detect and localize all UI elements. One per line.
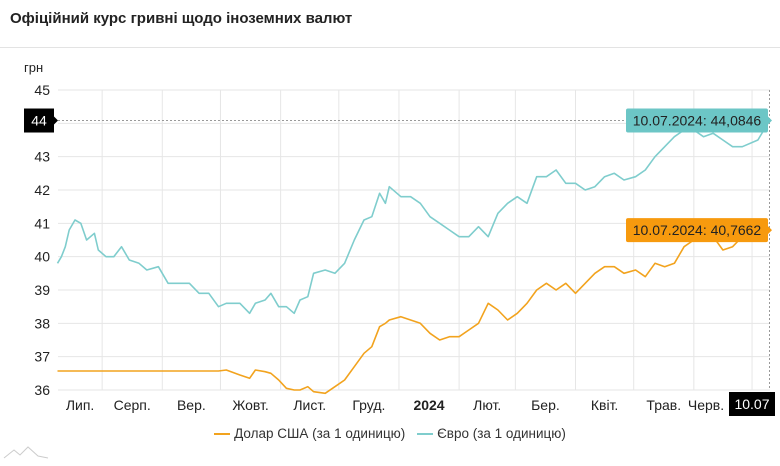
y-tick-label: 38: [34, 315, 50, 331]
x-tick-label: Жовт.: [232, 397, 268, 413]
tooltip-eur-pointer: [768, 116, 772, 125]
crosshair-y-label: 44: [31, 113, 47, 129]
y-tick-label: 45: [34, 82, 50, 98]
x-tick-label: Серп.: [114, 397, 151, 413]
eur-swatch: [417, 433, 434, 436]
y-ticks: 36 37 38 39 40 41 42 43 45: [34, 82, 50, 398]
x-tick-label: Бер.: [531, 397, 560, 413]
legend-item-eur[interactable]: Євро (за 1 одиницю): [417, 426, 566, 441]
tooltip-usd-text: 10.07.2024: 40,7662: [633, 222, 762, 238]
crosshair-x-label-box: [729, 392, 775, 416]
y-tick-label: 40: [34, 249, 50, 265]
y-tick-label: 39: [34, 282, 50, 298]
legend-label-eur: Євро (за 1 одиницю): [437, 426, 566, 441]
y-tick-label: 36: [34, 382, 50, 398]
x-tick-label: Груд.: [352, 397, 385, 413]
crosshair-y-label-box: [24, 108, 54, 133]
page-title: Офіційний курс гривні щодо іноземних вал…: [10, 10, 353, 27]
x-tick-label: 2024: [413, 397, 444, 413]
tooltip-eur-box: [626, 108, 768, 133]
mountain-logo-icon: [3, 446, 49, 459]
x-tick-label: Лип.: [66, 397, 94, 413]
grid: [58, 89, 770, 391]
x-tick-label: Вер.: [177, 397, 206, 413]
crosshair-x-label: 10.07: [734, 396, 769, 412]
tooltip-usd-pointer: [768, 226, 772, 235]
series-lines: [56, 120, 771, 395]
line-chart[interactable]: грн 36 37 38 39 40 41 42 43 45 Лип. Серп. Вер. Жовт…: [0, 0, 780, 420]
x-tick-label: Лист.: [293, 397, 326, 413]
crosshair-y-pointer: [54, 116, 58, 125]
legend-item-usd[interactable]: Долар США (за 1 одиницю): [214, 426, 405, 441]
tooltip-eur-text: 10.07.2024: 44,0846: [633, 113, 762, 129]
legend-label-usd: Долар США (за 1 одиницю): [234, 426, 406, 441]
y-tick-label: 41: [34, 215, 50, 231]
series-line-usd[interactable]: [57, 230, 770, 395]
x-tick-label: Черв.: [688, 397, 724, 413]
x-tick-label: Трав.: [646, 397, 681, 413]
y-tick-label: 42: [34, 182, 50, 198]
legend: Долар США (за 1 одиницю) Євро (за 1 один…: [0, 426, 780, 441]
x-tick-label: Квіт.: [591, 397, 618, 413]
series-line-eur[interactable]: [56, 120, 771, 315]
y-axis-label: грн: [24, 60, 43, 75]
divider: [0, 47, 780, 48]
y-tick-label: 43: [34, 149, 50, 165]
hover-overlay: 44 10.07 10.07.2024: 44,0846 10.07.2024: 40…: [24, 90, 775, 416]
tooltip-usd-box: [626, 218, 768, 243]
usd-swatch: [214, 433, 231, 436]
x-ticks: Лип. Серп. Вер. Жовт. Лист. Груд. 2024 Лют. Бер.…: [66, 397, 724, 413]
x-tick-label: Лют.: [473, 397, 501, 413]
y-tick-label: 37: [34, 349, 50, 365]
